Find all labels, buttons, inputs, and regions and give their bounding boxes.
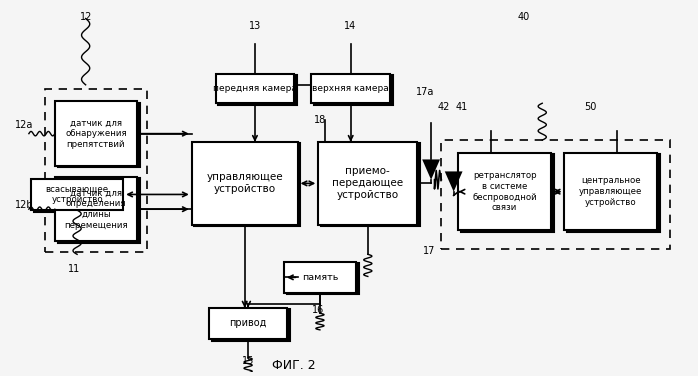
Text: центральное
управляющее
устройство: центральное управляющее устройство [579,176,642,207]
Bar [321,143,420,226]
Text: ФИГ. 2: ФИГ. 2 [272,359,316,372]
Bar [55,102,137,166]
Bar [55,177,137,241]
Text: верхняя камера: верхняя камера [312,84,389,93]
Bar [318,142,417,225]
Text: 12a: 12a [15,120,34,130]
Bar [58,179,140,243]
Bar [314,75,393,105]
Bar [58,103,140,167]
Bar [45,88,147,253]
Polygon shape [422,159,440,180]
Text: всасывающее
устройство: всасывающее устройство [45,185,109,204]
Text: 15: 15 [242,356,254,366]
Bar [192,142,297,225]
Bar [441,140,671,249]
Bar [461,155,554,232]
Bar [284,262,356,293]
Polygon shape [445,171,463,192]
Bar [311,74,390,103]
Bar [565,153,657,230]
Text: передняя камера: передняя камера [213,84,297,93]
Text: 11: 11 [68,264,80,274]
Text: датчик для
обнаружения
препятствий: датчик для обнаружения препятствий [65,118,127,149]
Text: приемо-
передающее
устройство: приемо- передающее устройство [332,167,403,200]
Text: 16: 16 [312,305,325,315]
Bar [287,263,359,294]
Bar [209,308,288,339]
Text: 17a: 17a [417,87,435,97]
Text: 12b: 12b [15,200,34,209]
Text: датчик для
определения
длины
перемещения: датчик для определения длины перемещения [64,188,128,230]
Text: 12: 12 [80,12,92,22]
Bar [31,179,124,210]
Bar [211,309,290,341]
Text: 41: 41 [456,102,468,112]
Text: 50: 50 [584,102,597,112]
Text: 40: 40 [517,12,530,22]
Text: память: память [302,273,338,282]
Text: 13: 13 [248,21,261,31]
Text: 14: 14 [344,21,357,31]
Text: 17: 17 [423,246,436,256]
Text: 42: 42 [437,102,450,112]
Text: 18: 18 [313,115,326,125]
Text: ретранслятор
в системе
беспроводной
связи: ретранслятор в системе беспроводной связ… [473,171,537,212]
Text: привод: привод [230,318,267,328]
Bar [195,143,300,226]
Bar [459,153,551,230]
Text: управляющее
устройство: управляющее устройство [207,172,283,194]
Bar [218,75,297,105]
Bar [216,74,295,103]
Bar [34,180,126,212]
Bar [567,155,660,232]
